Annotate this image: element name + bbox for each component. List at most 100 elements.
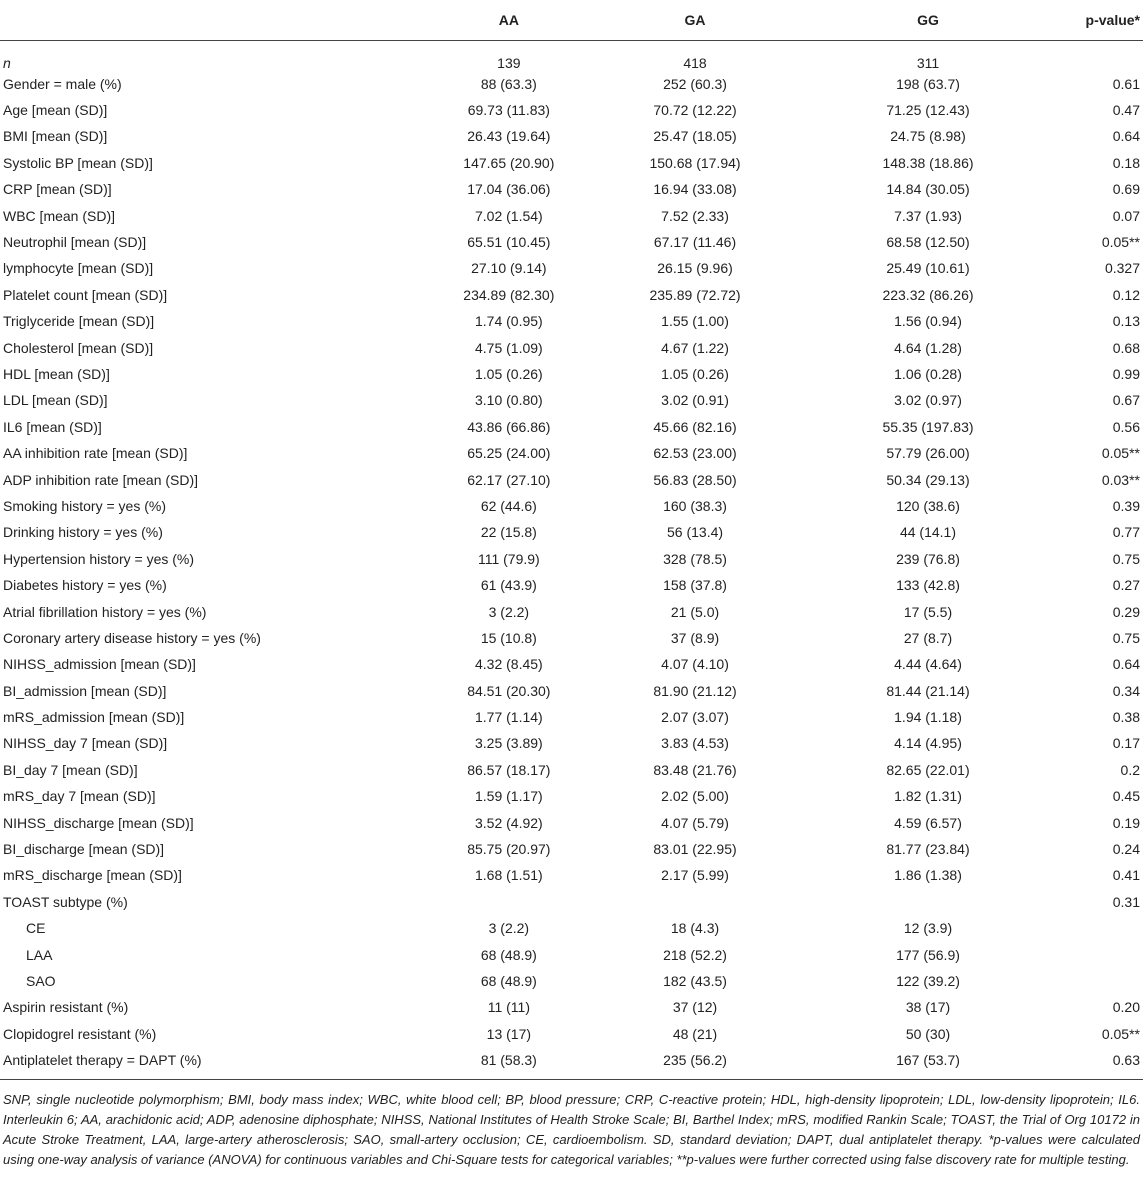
table-cell: 234.89 (82.30) — [463, 286, 555, 303]
table-cell: 0.64 — [1112, 128, 1140, 145]
table-cell — [814, 889, 1043, 915]
table-cell: 84.51 (20.30) — [467, 682, 551, 699]
table-cell: 3 (2.2) — [488, 920, 530, 937]
table-cell: 1.06 (0.28) — [894, 365, 962, 382]
row-label: CRP [mean (SD)] — [3, 181, 112, 198]
table-cell: 50.34 (29.13) — [886, 471, 970, 488]
table-cell: 148.38 (18.86) — [882, 154, 974, 171]
table-cell: 3.25 (3.89) — [474, 735, 543, 752]
table-row: BI_admission [mean (SD)] 84.51 (20.30) 81.… — [0, 677, 1143, 703]
table-row: BI_discharge [mean (SD)] 85.75 (20.97) 83.… — [0, 836, 1143, 862]
table-cell: 37 (12) — [672, 999, 718, 1016]
table-container: AA GA GG p-value* n 139 418 311 Gender = male (… — [0, 0, 1143, 1081]
table-cell: 82.65 (22.01) — [886, 761, 970, 778]
table-cell: 177 (56.9) — [896, 946, 960, 963]
row-label: Coronary artery disease history = yes (%… — [3, 629, 261, 646]
row-label: NIHSS_admission [mean (SD)] — [3, 656, 196, 673]
table-cell: 0.61 — [1112, 75, 1140, 92]
table-row: Aspirin resistant (%) 11 (11) 37 (12) 38 (1… — [0, 994, 1143, 1020]
table-cell: 0.45 — [1112, 788, 1140, 805]
table-cell: 44 (14.1) — [899, 524, 957, 541]
table-row: IL6 [mean (SD)] 43.86 (66.86) 45.66 (82.16… — [0, 414, 1143, 440]
table-row: Triglyceride [mean (SD)] 1.74 (0.95) 1.55 … — [0, 308, 1143, 334]
table-cell: 26.15 (9.96) — [657, 260, 733, 277]
table-row: Platelet count [mean (SD)] 234.89 (82.30)… — [0, 282, 1143, 308]
row-label: Age [mean (SD)] — [3, 102, 108, 119]
row-label: Smoking history = yes (%) — [3, 497, 166, 514]
table-cell: 3.52 (4.92) — [474, 814, 543, 831]
table-row: CE 3 (2.2) 18 (4.3) 12 (3.9) — [0, 915, 1143, 941]
row-label: Cholesterol [mean (SD)] — [3, 339, 154, 356]
table-cell: 311 — [916, 54, 940, 71]
table-cell: 235.89 (72.72) — [649, 286, 741, 303]
table-cell: 83.01 (22.95) — [653, 841, 737, 858]
table-row: BMI [mean (SD)] 26.43 (19.64) 25.47 (18.05… — [0, 123, 1143, 149]
table-cell: 0.27 — [1112, 577, 1140, 594]
row-label: Triglyceride [mean (SD)] — [3, 313, 155, 330]
table-cell: 0.38 — [1112, 709, 1140, 726]
row-label: LAA — [26, 946, 53, 963]
table-cell: 0.13 — [1112, 313, 1140, 330]
table-cell: 0.99 — [1112, 365, 1140, 382]
table-row: NIHSS_admission [mean (SD)] 4.32 (8.45) 4.… — [0, 651, 1143, 677]
table-cell: 56.83 (28.50) — [653, 471, 737, 488]
table-cell: 26.43 (19.64) — [467, 128, 551, 145]
table-cell: 4.75 (1.09) — [474, 339, 543, 356]
table-cell: 0.29 — [1112, 603, 1140, 620]
table-row: SAO 68 (48.9) 182 (43.5) 122 (39.2) — [0, 968, 1143, 994]
table-cell: 27.10 (9.14) — [471, 260, 547, 277]
table-cell: 4.44 (4.64) — [894, 656, 962, 673]
row-label: Platelet count [mean (SD)] — [3, 286, 168, 303]
table-cell: 25.49 (10.61) — [886, 260, 970, 277]
table-cell: 3.02 (0.97) — [894, 392, 962, 409]
table-cell: 239 (76.8) — [896, 550, 960, 567]
table-row: Age [mean (SD)] 69.73 (11.83) 70.72 (12.22… — [0, 97, 1143, 123]
table-cell: 3 (2.2) — [488, 603, 530, 620]
table-cell: 4.67 (1.22) — [661, 339, 729, 356]
table-cell: 0.68 — [1112, 339, 1140, 356]
row-label: Drinking history = yes (%) — [3, 524, 163, 541]
header-cell: AA — [498, 11, 519, 28]
table-cell: 1.77 (1.14) — [474, 709, 543, 726]
table-cell: 1.56 (0.94) — [894, 313, 962, 330]
table-cell: 65.25 (24.00) — [467, 445, 551, 462]
row-label: Antiplatelet therapy = DAPT (%) — [3, 1052, 202, 1069]
table-cell: 57.79 (26.00) — [886, 445, 970, 462]
table-cell: 7.37 (1.93) — [894, 207, 962, 224]
table-cell: 62 (44.6) — [480, 497, 537, 514]
table-cell: 0.24 — [1112, 841, 1140, 858]
table-cell: 1.94 (1.18) — [894, 709, 962, 726]
table-cell: 235 (56.2) — [663, 1052, 727, 1069]
table-cell: 0.69 — [1112, 181, 1140, 198]
table-cell: 3.02 (0.91) — [661, 392, 729, 409]
table-cell: 21 (5.0) — [670, 603, 720, 620]
footnote: SNP, single nucleotide polymorphism; BMI… — [3, 1092, 1140, 1168]
table-cell: 38 (17) — [905, 999, 951, 1016]
row-label: Diabetes history = yes (%) — [3, 577, 167, 594]
table-cell: 328 (78.5) — [663, 550, 727, 567]
row-label: Clopidogrel resistant (%) — [3, 1025, 157, 1042]
table-cell — [576, 889, 813, 915]
row-label: mRS_discharge [mean (SD)] — [3, 867, 182, 884]
table-cell: 0.63 — [1112, 1052, 1140, 1069]
header-cell: p-value* — [1085, 11, 1140, 28]
table-cell: 160 (38.3) — [663, 497, 727, 514]
table-row: Hypertension history = yes (%) 111 (79.9)… — [0, 546, 1143, 572]
header-row: AA GA GG p-value* — [0, 0, 1143, 40]
table-row: WBC [mean (SD)] 7.02 (1.54) 7.52 (2.33) 7.3… — [0, 202, 1143, 228]
table-cell: 0.05** — [1101, 445, 1140, 462]
table-cell — [374, 889, 576, 915]
table-cell: 24.75 (8.98) — [890, 128, 966, 145]
table-row: TOAST subtype (%) 0.31 — [0, 889, 1143, 915]
row-label: WBC [mean (SD)] — [3, 207, 116, 224]
table-cell: 0.07 — [1112, 207, 1140, 224]
row-label: Gender = male (%) — [3, 75, 122, 92]
table-cell: 0.75 — [1112, 550, 1140, 567]
table-cell: 0.19 — [1112, 814, 1140, 831]
table-cell: 1.82 (1.31) — [894, 788, 962, 805]
table-row: mRS_admission [mean (SD)] 1.77 (1.14) 2.07… — [0, 704, 1143, 730]
table-cell: 2.07 (3.07) — [661, 709, 729, 726]
table-cell — [1042, 40, 1143, 71]
table-cell: 223.32 (86.26) — [882, 286, 974, 303]
table-cell: 0.20 — [1112, 999, 1140, 1016]
